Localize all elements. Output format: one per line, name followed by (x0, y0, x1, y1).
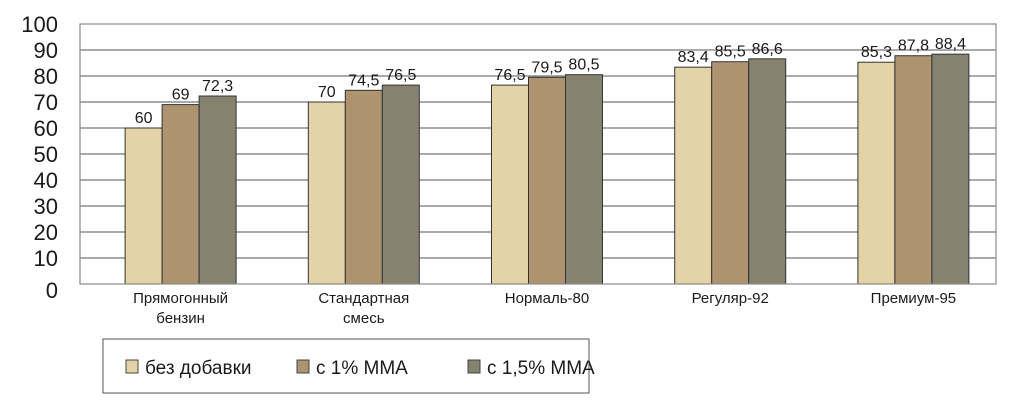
bar (674, 66, 713, 285)
data-label: 69 (172, 87, 190, 104)
plot-frame (79, 23, 997, 285)
x-axis-categories: Прямогонный бензин Стандартная смесь Нормаль… (133, 290, 956, 327)
x-category-label: смесь (343, 310, 385, 327)
bars (124, 53, 970, 285)
bar (931, 53, 970, 285)
legend-swatch (467, 359, 481, 374)
y-tick-label: 100 (21, 12, 58, 37)
data-label: 85,3 (861, 44, 892, 61)
data-label: 83,4 (678, 49, 709, 66)
y-tick-label: 50 (34, 142, 58, 167)
data-label: 74,5 (348, 72, 379, 89)
x-category-label: Стандартная (318, 290, 409, 307)
bar (711, 61, 750, 285)
x-category-label: бензин (156, 310, 205, 327)
y-tick-label: 10 (34, 246, 58, 271)
data-label: 79,5 (531, 59, 562, 76)
y-tick-label: 90 (34, 38, 58, 63)
legend-swatch (125, 359, 139, 374)
data-label: 72,3 (202, 78, 233, 95)
bar (748, 58, 787, 285)
bar (307, 101, 346, 285)
legend: без добавки с 1% ММА с 1,5% ММА (102, 338, 595, 394)
legend-label: с 1% ММА (316, 358, 408, 379)
data-label: 85,5 (715, 44, 746, 61)
data-label: 76,5 (385, 67, 416, 84)
y-tick-label: 70 (34, 90, 58, 115)
y-tick-label: 60 (34, 116, 58, 141)
legend-label: с 1,5% ММА (487, 358, 595, 379)
bar (894, 55, 933, 285)
x-category-label: Прямогонный (133, 290, 228, 307)
bar (381, 84, 420, 285)
y-tick-label: 40 (34, 168, 58, 193)
bar (344, 89, 383, 285)
legend-box (102, 338, 590, 394)
data-label: 76,5 (494, 67, 525, 84)
bar (124, 127, 163, 285)
legend-label: без добавки (145, 358, 252, 379)
y-tick-label: 20 (34, 220, 58, 245)
x-category-label: Нормаль-80 (505, 290, 589, 307)
data-label: 70 (318, 84, 336, 101)
bar (198, 95, 237, 285)
data-label: 86,6 (752, 41, 783, 58)
y-tick-label: 80 (34, 64, 58, 89)
legend-swatch (296, 359, 310, 374)
bar (857, 61, 896, 285)
x-category-label: Премиум-95 (871, 290, 956, 307)
x-category-label: Регуляр-92 (692, 290, 769, 307)
bar (528, 76, 566, 285)
bar (565, 74, 603, 285)
data-label: 60 (135, 110, 153, 127)
bar (491, 84, 529, 285)
data-label: 80,5 (568, 57, 599, 74)
y-tick-label: 0 (46, 278, 58, 303)
data-labels: 60 69 72,3 70 74,5 76,5 76,5 79,5 80,5 83,4 85,5 86… (135, 36, 966, 127)
y-tick-label: 30 (34, 194, 58, 219)
data-label: 88,4 (935, 36, 966, 53)
bar (161, 104, 200, 285)
data-label: 87,8 (898, 38, 929, 55)
